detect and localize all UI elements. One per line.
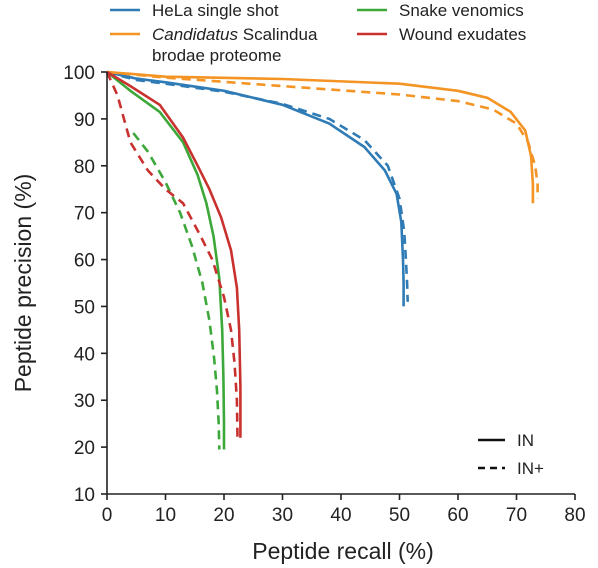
series-line-snake-venomics-in — [106, 70, 226, 450]
style-legend-label: IN — [517, 431, 534, 450]
axes: 0 10 20 30 40 50 60 70 80 10 20 30 40 50 60 70 80 90 100 — [63, 63, 585, 526]
legend-label: Wound exudates — [399, 25, 526, 44]
legend-label: Candidatus Scalindua — [152, 25, 318, 44]
legend-label-line2: brodae proteome — [152, 46, 281, 65]
style-legend-label: IN+ — [517, 459, 544, 478]
legend-label: Snake venomics — [399, 1, 524, 20]
x-axis-label: Peptide recall (%) — [252, 538, 434, 564]
y-tick-label: 60 — [74, 251, 95, 272]
legend-label-text: HeLa single shot — [152, 1, 279, 20]
series-line-snake-venomics-in-plus — [132, 132, 221, 450]
x-tick-label: 70 — [506, 505, 527, 526]
legend-label-text: Wound exudates — [399, 25, 526, 44]
x-tick-label: 0 — [102, 505, 113, 526]
legend-label-text: Snake venomics — [399, 1, 524, 20]
series-line-candidatus-scalindua-brodae-proteome-in-plus — [106, 70, 539, 199]
y-axis-label: Peptide precision (%) — [10, 174, 36, 393]
y-tick-label: 70 — [74, 204, 95, 225]
series-line-hela-single-shot-in — [106, 70, 405, 307]
x-tick-label: 40 — [330, 505, 351, 526]
y-tick-label: 90 — [74, 110, 95, 131]
legend-label: HeLa single shot — [152, 1, 279, 20]
legend: HeLa single shot Candidatus Scalindua brod… — [110, 1, 526, 65]
y-tick-label: 50 — [74, 297, 95, 318]
y-tick-label: 20 — [74, 438, 95, 459]
style-legend: IN IN+ — [478, 431, 544, 478]
legend-label-italic: Candidatus — [152, 25, 239, 44]
series-layer — [105, 70, 539, 450]
x-tick-label: 80 — [564, 505, 585, 526]
series-line-candidatus-scalindua-brodae-proteome-in — [106, 70, 535, 204]
legend-label-text: Scalindua — [238, 25, 318, 44]
x-tick-label: 50 — [389, 505, 410, 526]
x-tick-label: 60 — [447, 505, 468, 526]
y-tick-label: 100 — [63, 63, 95, 84]
x-tick-label: 10 — [155, 505, 176, 526]
y-tick-label: 40 — [74, 344, 95, 365]
x-tick-label: 20 — [213, 505, 234, 526]
y-tick-label: 30 — [74, 391, 95, 412]
y-tick-label: 10 — [74, 485, 95, 506]
y-tick-label: 80 — [74, 157, 95, 178]
series-line-wound-exudates-in — [106, 70, 242, 438]
x-tick-label: 30 — [272, 505, 293, 526]
